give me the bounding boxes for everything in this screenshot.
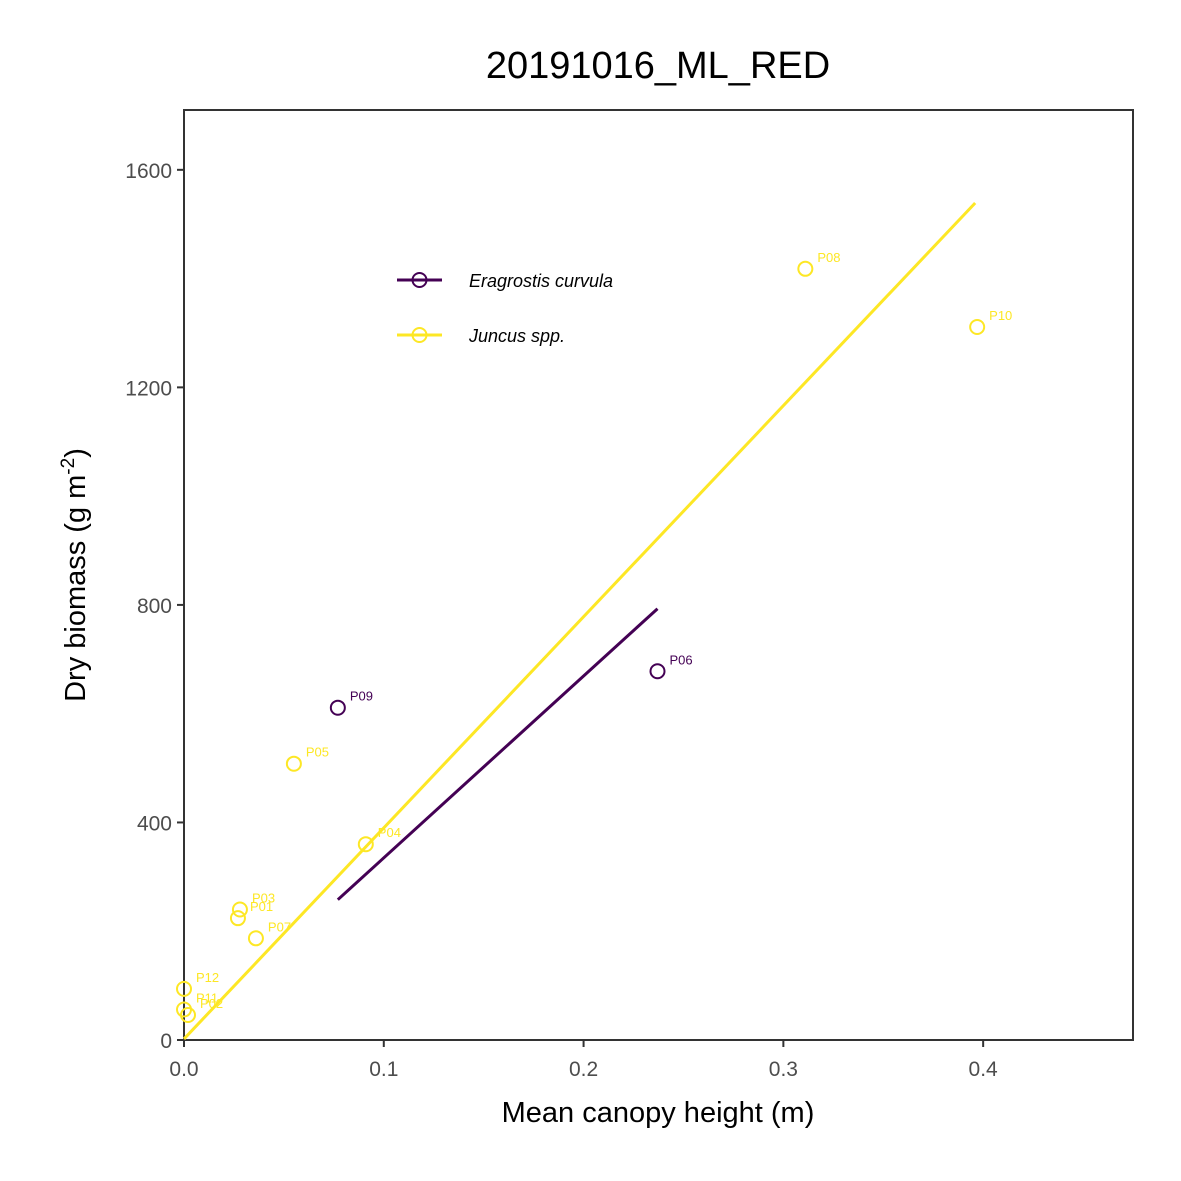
point-label: P03: [252, 890, 275, 905]
data-point: [231, 901, 248, 918]
legend-key-point: [411, 272, 428, 288]
point-label: P12: [196, 970, 219, 985]
data-point: [357, 836, 374, 853]
point-label: P01: [250, 899, 273, 914]
y-axis-title: Dry biomass (g m-2): [58, 448, 92, 702]
data-point: [285, 755, 302, 772]
point-label: P02: [200, 996, 223, 1011]
data-point: [649, 663, 666, 680]
y-tick-label: 1200: [125, 377, 172, 400]
data-points: [176, 260, 986, 1023]
legend-key-point: [411, 327, 428, 343]
point-label: P05: [306, 745, 329, 760]
point-label: P09: [350, 689, 373, 704]
data-point: [797, 260, 814, 277]
point-label: P04: [378, 825, 401, 840]
point-label: P08: [817, 250, 840, 265]
x-axis: 0.0 0.1 0.2 0.3 0.4: [169, 1040, 998, 1081]
y-tick-label: 400: [137, 812, 172, 835]
fit-lines: [182, 201, 977, 1040]
y-tick-label: 0: [160, 1030, 172, 1053]
plot-panel: [183, 109, 1134, 1041]
y-axis-title-sup: -2: [58, 458, 79, 475]
y-axis: 0 400 800 1200 1600: [125, 160, 184, 1053]
data-point: [176, 980, 192, 997]
legend-label: Juncus spp.: [468, 326, 565, 346]
chart-title: 20191016_ML_RED: [486, 45, 830, 87]
data-point: [247, 930, 264, 947]
x-tick-label: 0.2: [569, 1058, 598, 1081]
point-label: P07: [268, 919, 291, 934]
y-axis-title-close: ): [60, 448, 92, 458]
x-tick-label: 0.1: [369, 1058, 398, 1081]
fit-line: [182, 201, 977, 1040]
x-tick-label: 0.4: [969, 1058, 999, 1081]
x-tick-label: 0.0: [169, 1058, 198, 1081]
data-point: [329, 699, 346, 716]
data-point: [969, 319, 986, 335]
y-tick-label: 800: [137, 595, 172, 618]
legend-label: Eragrostis curvula: [469, 271, 613, 291]
data-point: [229, 910, 246, 927]
point-label: P10: [989, 308, 1012, 323]
point-label: P06: [670, 652, 693, 667]
point-label: P11: [196, 991, 218, 1006]
data-point: [179, 1006, 196, 1023]
x-axis-title: Mean canopy height (m): [502, 1097, 815, 1129]
legend: Eragrostis curvula Juncus spp.: [397, 271, 613, 346]
y-axis-title-main: Dry biomass (g m: [60, 475, 92, 702]
y-tick-label: 1600: [125, 160, 172, 183]
fit-line: [336, 607, 659, 901]
x-tick-label: 0.3: [769, 1058, 798, 1081]
